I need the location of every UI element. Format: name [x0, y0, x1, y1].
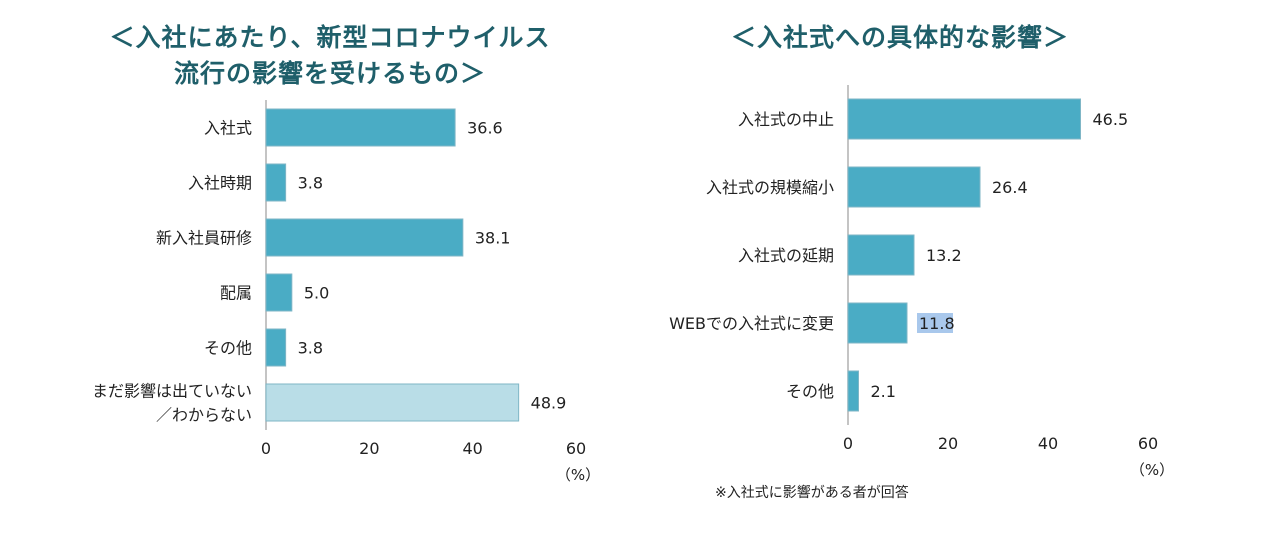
bar: [265, 328, 287, 367]
bar: [265, 218, 464, 257]
category-label: その他: [786, 382, 834, 401]
x-tick-label: 0: [843, 434, 853, 453]
x-tick-label: 40: [462, 439, 482, 458]
left-chart-title-line-2: 流行の影響を受けるもの＞: [173, 59, 486, 88]
x-tick-label: 60: [1138, 434, 1158, 453]
value-label: 3.8: [298, 339, 323, 358]
category-label: 配属: [220, 284, 252, 303]
x-tick-label: 0: [261, 439, 271, 458]
bar: [265, 383, 520, 422]
bar: [847, 166, 981, 208]
bar: [265, 273, 293, 312]
category-label: 入社式の規模縮小: [706, 178, 834, 197]
value-label: 38.1: [475, 229, 511, 248]
category-label: 入社式の延期: [738, 246, 834, 265]
bar: [847, 302, 908, 344]
value-label: 48.9: [531, 394, 567, 413]
left-chart-title-line-1: ＜入社にあたり、新型コロナウイルス: [109, 23, 551, 52]
right-chart-title: ＜入社式への具体的な影響＞: [730, 23, 1069, 52]
x-unit-label: （%）: [556, 466, 600, 484]
category-label: その他: [204, 339, 252, 358]
category-label: WEBでの入社式に変更: [669, 314, 834, 333]
left-chart-title: ＜入社にあたり、新型コロナウイルス 流行の影響を受けるもの＞: [95, 20, 565, 92]
x-tick-label: 60: [566, 439, 586, 458]
value-label: 26.4: [992, 178, 1028, 197]
category-label: ／わからない: [156, 406, 252, 425]
category-label: 入社式の中止: [738, 110, 834, 129]
bar: [265, 163, 287, 202]
category-label: 新入社員研修: [156, 229, 252, 248]
category-label: 入社式: [204, 119, 252, 138]
x-tick-label: 20: [359, 439, 379, 458]
value-label: 5.0: [304, 284, 329, 303]
bar: [847, 370, 859, 412]
x-tick-label: 40: [1038, 434, 1058, 453]
value-label-highlight: [917, 313, 953, 333]
bar: [847, 98, 1081, 140]
value-label: 13.2: [926, 246, 962, 265]
x-unit-label: （%）: [1130, 461, 1174, 479]
value-label: 36.6: [467, 119, 503, 138]
value-label: 3.8: [298, 174, 323, 193]
value-label: 2.1: [871, 382, 896, 401]
category-label: 入社時期: [188, 174, 252, 193]
bar: [265, 108, 456, 147]
value-label: 11.8: [919, 314, 955, 333]
right-chart-footnote: ※入社式に影響がある者が回答: [715, 485, 909, 501]
category-label: まだ影響は出ていない: [92, 382, 252, 401]
x-tick-label: 20: [938, 434, 958, 453]
value-label: 46.5: [1093, 110, 1129, 129]
bar: [847, 234, 915, 276]
